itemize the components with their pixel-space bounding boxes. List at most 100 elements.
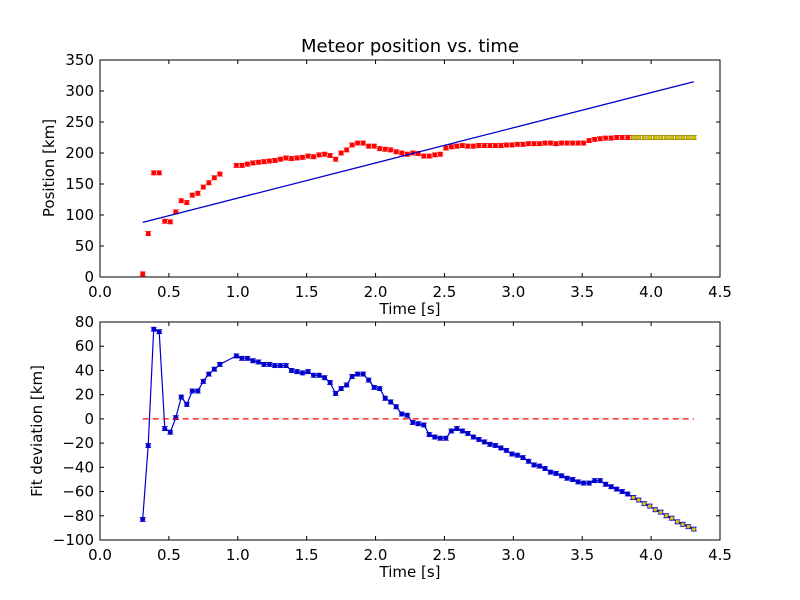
position-x-tick-label: 1.5 [295,283,319,301]
position-data-point [437,151,443,157]
deviation-data-point [167,429,173,435]
deviation-data-point [366,377,372,383]
deviation-data-point [305,369,311,375]
deviation-data-point [680,521,686,527]
deviation-y-tick-label: 60 [75,337,94,355]
deviation-data-point [217,361,223,367]
position-data-point [614,135,620,141]
position-data-point [481,143,487,149]
deviation-data-point [151,326,157,332]
deviation-data-point [448,428,454,434]
deviation-data-point [592,478,598,484]
deviation-x-tick-label: 1.5 [295,546,319,564]
deviation-data-point [239,355,245,361]
chart-title: Meteor position vs. time [301,36,519,57]
deviation-data-point [685,524,691,530]
position-data-point [465,143,471,149]
position-data-point [553,141,559,147]
deviation-data-point [630,495,636,501]
deviation-data-point [311,372,317,378]
position-data-point [272,157,278,163]
position-data-point [283,155,289,161]
position-data-point [514,141,520,147]
position-data-point [542,140,548,146]
position-y-tick-label: 100 [65,206,94,224]
deviation-y-tick-label: 0 [84,410,94,428]
position-data-point [217,171,223,177]
position-data-point [305,153,311,159]
position-y-tick-label: 300 [65,82,94,100]
position-data-point [470,143,476,149]
position-y-tick-label: 350 [65,51,94,69]
deviation-data-point [597,478,603,484]
position-data-point [459,143,465,149]
deviation-data-point [575,479,581,485]
deviation-data-point [145,443,151,449]
position-x-axis-label: Time [s] [379,300,441,318]
position-data-point [426,153,432,159]
position-data-point [360,140,366,146]
position-data-point [531,141,537,147]
position-data-point [349,142,355,148]
position-data-point [206,180,212,186]
deviation-x-tick-label: 1.0 [226,546,250,564]
position-data-point [261,159,267,165]
deviation-data-point [647,503,653,509]
deviation-data-point [443,435,449,441]
deviation-data-point [487,441,493,447]
position-data-point [652,135,658,141]
deviation-plot-area [139,326,697,532]
position-x-tick-label: 3.5 [570,283,594,301]
position-data-point [619,135,625,141]
deviation-data-point [492,443,498,449]
deviation-data-point [498,445,504,451]
deviation-y-tick-label: 80 [75,313,94,331]
deviation-data-point [233,353,239,359]
deviation-x-tick-label: 4.5 [708,546,732,564]
deviation-x-axis-label: Time [s] [379,563,441,581]
deviation-data-point [570,476,576,482]
position-data-point [377,146,383,152]
deviation-data-point [195,388,201,394]
position-data-point [581,140,587,146]
deviation-x-tick-label: 3.0 [501,546,525,564]
deviation-data-point [272,363,278,369]
position-x-tick-label: 0.0 [88,283,112,301]
position-data-point [658,135,664,141]
position-y-tick-label: 200 [65,144,94,162]
deviation-y-tick-label: −80 [62,507,94,525]
deviation-x-tick-label: 4.0 [639,546,663,564]
position-data-point [344,147,350,153]
position-chart: Meteor position vs. time 0.0 0.5 1.0 1.5 2.0… [40,36,732,318]
deviation-data-point [691,526,697,532]
position-data-point [145,231,151,237]
position-data-point [322,151,328,157]
position-data-point [586,138,592,144]
deviation-data-point [481,439,487,445]
position-plot-area [139,81,697,277]
position-data-point [641,135,647,141]
deviation-data-point [465,430,471,436]
deviation-data-point [663,513,669,519]
position-data-point [393,149,399,155]
deviation-data-point [178,394,184,400]
deviation-y-ticks: −100 −80 −60 −40 −20 0 20 40 60 80 [53,313,720,549]
position-y-tick-label: 0 [84,268,94,286]
deviation-data-point [266,361,272,367]
deviation-data-point [255,359,261,365]
position-y-axis-label: Position [km] [40,119,58,217]
position-data-point [355,140,361,146]
position-y-tick-label: 50 [75,237,94,255]
position-data-point [630,135,636,141]
position-data-point [200,184,206,190]
deviation-y-axis-label: Fit deviation [km] [28,365,46,497]
deviation-data-point [316,372,322,378]
deviation-y-tick-label: −20 [62,434,94,452]
deviation-data-point [581,480,587,486]
position-x-ticks: 0.0 0.5 1.0 1.5 2.0 2.5 3.0 3.5 4.0 4.5 [88,60,732,301]
position-data-point [371,143,377,149]
position-data-point [316,152,322,158]
position-data-point [503,142,509,148]
deviation-data-point [509,451,515,457]
